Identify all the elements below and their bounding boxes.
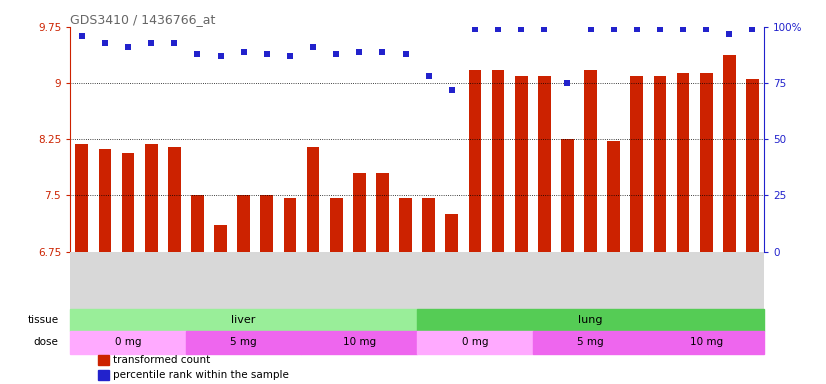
Point — [630, 26, 643, 32]
Text: dose: dose — [34, 338, 59, 348]
Bar — [70, 331, 186, 354]
Point — [214, 53, 227, 59]
Point — [746, 26, 759, 32]
Bar — [533, 331, 648, 354]
Point — [653, 26, 667, 32]
Bar — [648, 331, 764, 354]
Bar — [283, 198, 297, 252]
Bar — [376, 173, 389, 252]
Bar — [121, 153, 135, 252]
Bar — [653, 76, 667, 252]
Bar — [468, 70, 482, 252]
Bar — [676, 73, 690, 252]
Text: transformed count: transformed count — [113, 355, 211, 365]
Text: tissue: tissue — [27, 315, 59, 325]
Bar — [399, 198, 412, 252]
Bar — [723, 55, 736, 252]
Text: 10 mg: 10 mg — [343, 338, 376, 348]
Point — [191, 51, 204, 57]
Bar — [491, 70, 505, 252]
Point — [168, 40, 181, 46]
Point — [376, 48, 389, 55]
Text: percentile rank within the sample: percentile rank within the sample — [113, 370, 289, 380]
Point — [260, 51, 273, 57]
Point — [98, 40, 112, 46]
Bar — [584, 70, 597, 252]
Bar — [746, 79, 759, 252]
Bar — [630, 76, 643, 252]
Point — [75, 33, 88, 39]
Bar — [186, 331, 301, 354]
Point — [422, 73, 435, 79]
Point — [145, 40, 158, 46]
Text: 0 mg: 0 mg — [462, 338, 488, 348]
Point — [561, 80, 574, 86]
Text: 0 mg: 0 mg — [115, 338, 141, 348]
Bar — [70, 309, 417, 331]
Point — [676, 26, 690, 32]
Bar — [417, 309, 764, 331]
Bar — [561, 139, 574, 252]
Bar — [607, 141, 620, 252]
Bar — [260, 195, 273, 252]
Text: 10 mg: 10 mg — [690, 338, 723, 348]
Point — [283, 53, 297, 59]
Point — [468, 26, 482, 32]
Bar — [700, 73, 713, 252]
Point — [515, 26, 528, 32]
Bar — [422, 198, 435, 252]
Point — [538, 26, 551, 32]
Point — [723, 31, 736, 37]
Point — [445, 87, 458, 93]
Point — [330, 51, 343, 57]
Bar — [168, 147, 181, 252]
Bar — [191, 195, 204, 252]
Bar — [214, 225, 227, 252]
Text: 5 mg: 5 mg — [577, 338, 604, 348]
Bar — [301, 331, 417, 354]
Bar — [237, 195, 250, 252]
Bar — [417, 331, 533, 354]
Bar — [145, 144, 158, 252]
Point — [237, 48, 250, 55]
Bar — [98, 356, 109, 365]
Point — [491, 26, 505, 32]
Point — [700, 26, 713, 32]
Point — [306, 44, 320, 50]
Bar — [330, 198, 343, 252]
Point — [584, 26, 597, 32]
Point — [607, 26, 620, 32]
Text: GDS3410 / 1436766_at: GDS3410 / 1436766_at — [70, 13, 216, 26]
Point — [353, 48, 366, 55]
Text: liver: liver — [231, 315, 256, 325]
Text: lung: lung — [578, 315, 603, 325]
Point — [399, 51, 412, 57]
Bar — [306, 147, 320, 252]
Bar — [98, 149, 112, 252]
Bar — [445, 214, 458, 252]
Bar — [98, 370, 109, 380]
Point — [121, 44, 135, 50]
Bar — [353, 173, 366, 252]
Bar — [515, 76, 528, 252]
Bar — [75, 144, 88, 252]
Text: 5 mg: 5 mg — [230, 338, 257, 348]
Bar — [538, 76, 551, 252]
